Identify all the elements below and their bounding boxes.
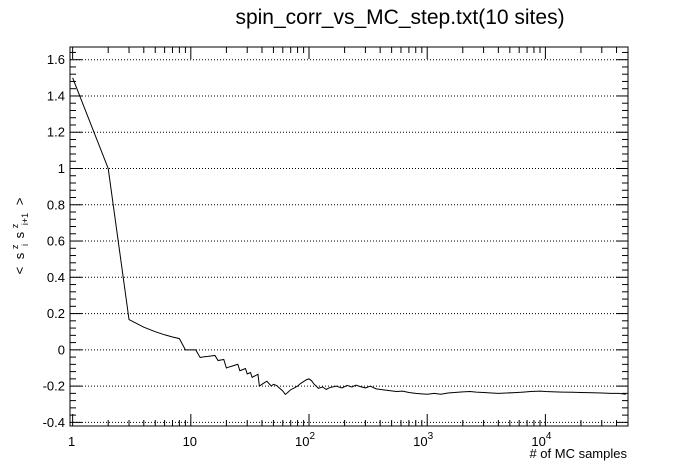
y-tick-label: 1	[58, 161, 65, 176]
y-tick-label: 0.6	[47, 234, 65, 249]
y-axis-label-sup1: z	[10, 244, 20, 249]
y-tick-label: 1.2	[47, 125, 65, 140]
series-line	[72, 77, 626, 396]
y-tick-label: 0	[58, 342, 65, 357]
y-axis-label-close: >	[12, 198, 27, 206]
y-axis-label-sub2: i+1	[20, 213, 30, 225]
x-tick-label: 104	[531, 431, 551, 449]
x-tick-labels: 1 10 102 103 104	[68, 431, 552, 449]
y-axis-label-s2: s	[12, 231, 27, 238]
y-axis-label-s1: s	[12, 252, 27, 259]
grid-lines	[70, 59, 628, 423]
series-layer	[72, 77, 626, 396]
y-axis-label-open: <	[12, 267, 27, 275]
y-tick-label: 1.4	[47, 88, 65, 103]
x-tick-label-exponent: 4	[546, 431, 552, 442]
y-tick-label: 0.4	[47, 270, 65, 285]
x-tick-label: 10	[183, 434, 197, 449]
x-tick-label: 1	[68, 434, 75, 449]
chart-title: spin_corr_vs_MC_step.txt(10 sites)	[235, 6, 564, 29]
x-tick-label-base: 10	[413, 434, 427, 449]
x-tick-label: 103	[413, 431, 433, 449]
x-tick-label-exponent: 2	[309, 431, 315, 442]
axis-ticks	[70, 47, 629, 426]
y-axis-label: < s z i s z i+1 >	[6, 198, 31, 275]
y-tick-label: -0.2	[43, 379, 65, 394]
y-tick-label: -0.4	[43, 415, 65, 430]
y-axis-label-sub1: i	[20, 244, 30, 246]
y-tick-label: 1.6	[47, 52, 65, 67]
y-axis-label-sup2: z	[10, 223, 20, 228]
y-tick-label: 0.2	[47, 306, 65, 321]
x-tick-label-base: 10	[295, 434, 309, 449]
y-tick-label: 0.8	[47, 197, 65, 212]
x-tick-label: 102	[295, 431, 315, 449]
x-tick-label-base: 10	[531, 434, 545, 449]
y-tick-labels: -0.4 -0.2 0 0.2 0.4 0.6 0.8 1 1.2 1.4 1.6	[43, 52, 65, 430]
plot-frame	[69, 46, 629, 427]
x-tick-label-exponent: 3	[428, 431, 434, 442]
x-axis-label: # of MC samples	[529, 446, 627, 461]
